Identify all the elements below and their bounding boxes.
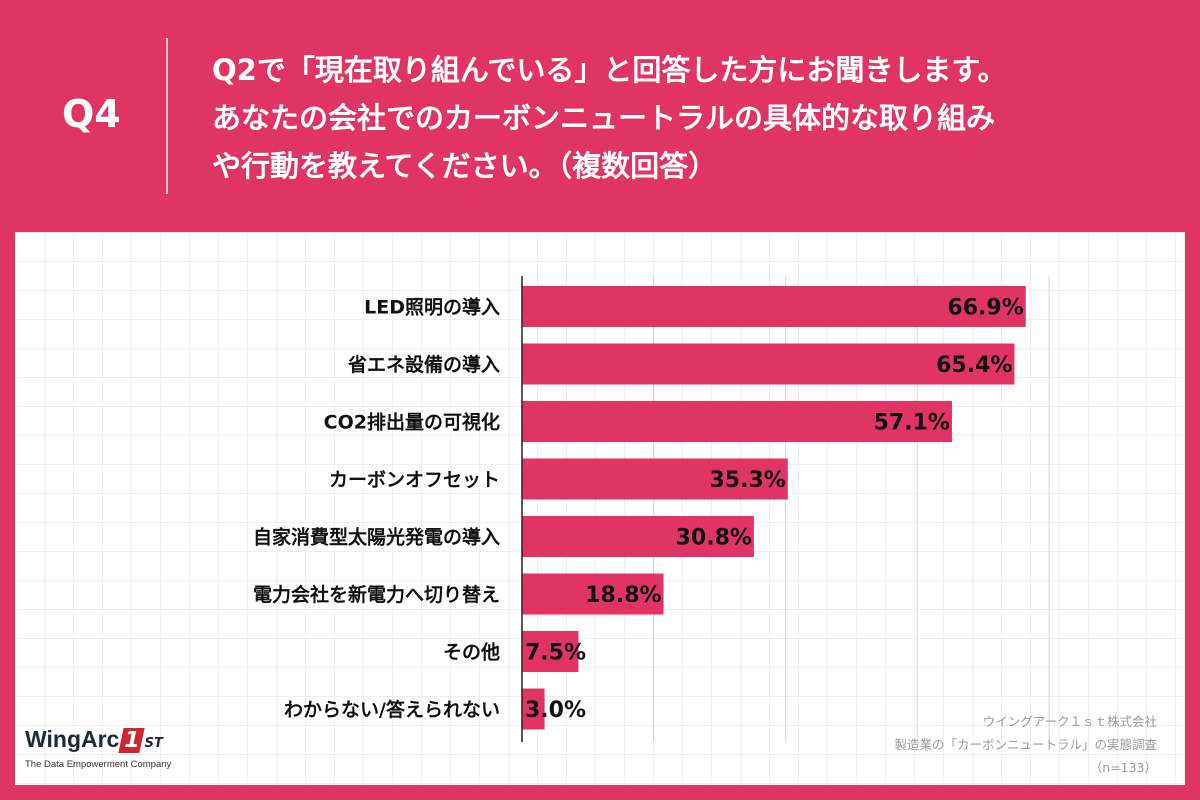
data-label: 3.0% <box>525 698 586 723</box>
credit-block: ウイングアーク１ｓｔ株式会社 製造業の「カーボンニュートラル」の実態調査 （n=… <box>894 710 1157 779</box>
data-label: 35.3% <box>709 468 785 493</box>
category-label: LED照明の導入 <box>364 296 500 319</box>
data-label: 30.8% <box>676 526 752 551</box>
bar <box>522 573 664 615</box>
category-label: 電力会社を新電力へ切り替え <box>253 583 500 606</box>
question-number: Q4 <box>62 92 121 136</box>
bar <box>522 516 754 557</box>
question-line: や行動を教えてください。（複数回答） <box>212 149 718 183</box>
chart-panel: LED照明の導入 66.9% 省エネ設備の導入 65.4% CO2排出量の可視化 57.1… <box>15 232 1185 785</box>
bar <box>522 401 952 442</box>
credit-company: ウイングアーク１ｓｔ株式会社 <box>982 714 1157 729</box>
data-label: 7.5% <box>525 641 586 666</box>
category-label: CO2排出量の可視化 <box>324 411 500 434</box>
bar <box>522 458 788 500</box>
data-label: 66.9% <box>947 296 1023 321</box>
data-label: 18.8% <box>585 583 661 608</box>
bar <box>522 343 1015 385</box>
category-label: 省エネ設備の導入 <box>347 353 500 376</box>
category-label: 自家消費型太陽光発電の導入 <box>253 526 500 549</box>
question-line: Q2で「現在取り組んでいる」と回答した方にお聞きします。 <box>212 53 1007 87</box>
header-divider <box>166 38 168 194</box>
category-label: わからない/答えられない <box>284 698 500 721</box>
bar <box>522 286 1026 327</box>
data-label: 57.1% <box>874 411 950 436</box>
credit-sample: （n=133） <box>1089 760 1157 775</box>
question-text: Q2で「現在取り組んでいる」と回答した方にお聞きします。 あなたの会社でのカーボ… <box>212 46 1172 190</box>
category-label: カーボンオフセット <box>329 469 500 491</box>
logo-mark: 1 <box>118 728 146 753</box>
logo-suffix: ST <box>144 736 163 751</box>
header: Q4 Q2で「現在取り組んでいる」と回答した方にお聞きします。 あなたの会社での… <box>0 0 1200 232</box>
data-label: 65.4% <box>936 353 1012 378</box>
logo-tagline: The Data Empowerment Company <box>25 759 172 770</box>
wingarc-logo: WingArc 1 ST The Data Empowerment Company <box>25 726 205 770</box>
question-line: あなたの会社でのカーボンニュートラルの具体的な取り組み <box>212 101 996 135</box>
logo-name: WingArc <box>25 726 120 752</box>
bar <box>522 631 579 672</box>
credit-survey: 製造業の「カーボンニュートラル」の実態調査 <box>894 737 1157 752</box>
bar <box>522 688 545 730</box>
category-label: その他 <box>443 641 500 664</box>
bar-chart: LED照明の導入 66.9% 省エネ設備の導入 65.4% CO2排出量の可視化 57.1… <box>253 276 1050 742</box>
